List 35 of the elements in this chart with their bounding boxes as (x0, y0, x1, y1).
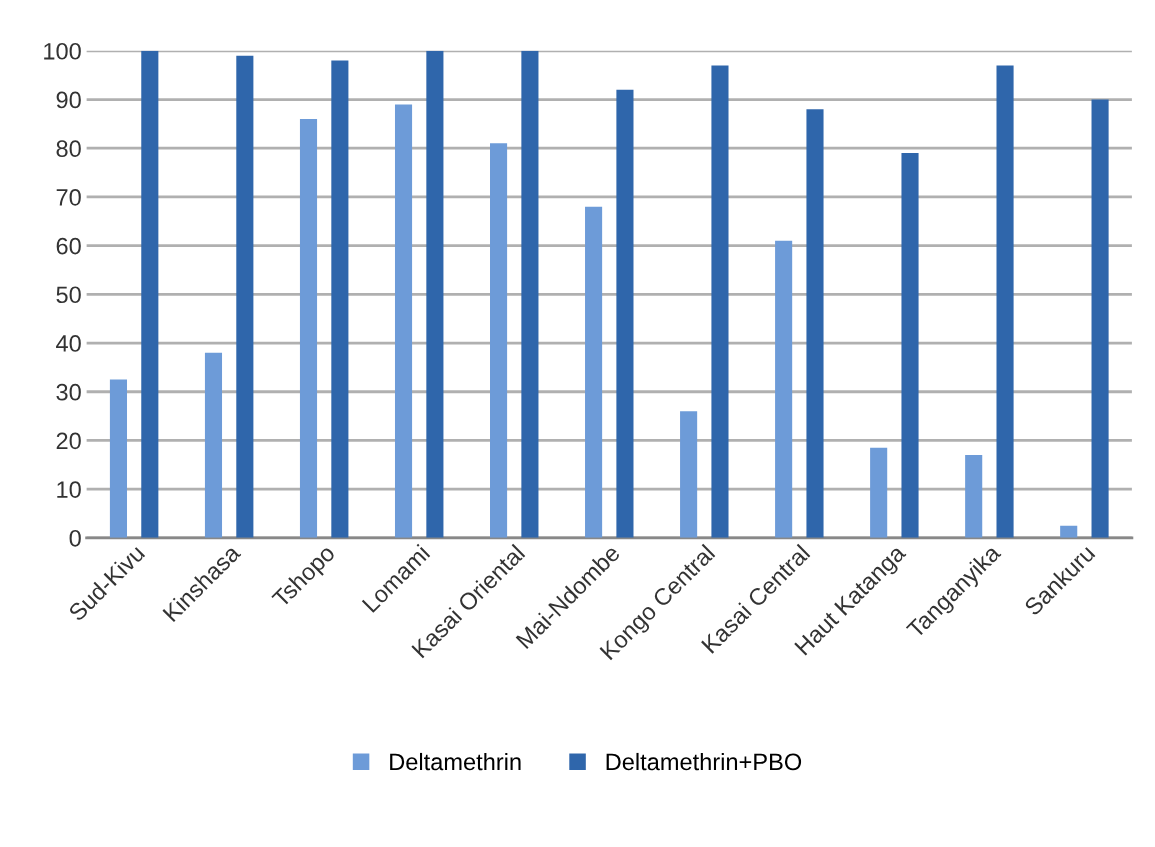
legend-label: Deltamethrin (390, 752, 521, 771)
y-tick-label: 0 (69, 529, 81, 547)
bar (996, 65, 1014, 538)
bar (870, 447, 888, 538)
bar (1060, 525, 1078, 538)
y-tick-label: 60 (56, 237, 81, 255)
bar (490, 143, 508, 538)
bar (426, 50, 444, 538)
bar (521, 50, 539, 538)
bar (680, 411, 698, 538)
bar (901, 153, 919, 538)
bar (331, 60, 349, 538)
y-tick-label: 50 (56, 286, 81, 304)
y-tick-label: 90 (56, 91, 81, 109)
y-tick-label: 30 (56, 383, 81, 401)
bar (299, 119, 318, 538)
bar (204, 352, 223, 538)
bar (236, 55, 254, 538)
y-tick-label: 20 (56, 432, 81, 450)
legend-label: Deltamethrin+PBO (606, 752, 802, 771)
y-tick-label: 100 (44, 42, 81, 60)
bar (109, 379, 128, 538)
bar (806, 109, 824, 538)
y-tick-label: 40 (56, 335, 81, 352)
y-tick-label: 70 (56, 189, 81, 206)
bar (394, 104, 413, 538)
y-tick-label: 80 (56, 140, 81, 158)
y-tick-label: 10 (57, 481, 81, 498)
bar (141, 50, 159, 538)
bar (965, 455, 983, 538)
bar (775, 240, 793, 538)
bar (711, 65, 729, 538)
bar (585, 206, 603, 538)
bar (616, 89, 634, 538)
bar (1091, 99, 1109, 538)
